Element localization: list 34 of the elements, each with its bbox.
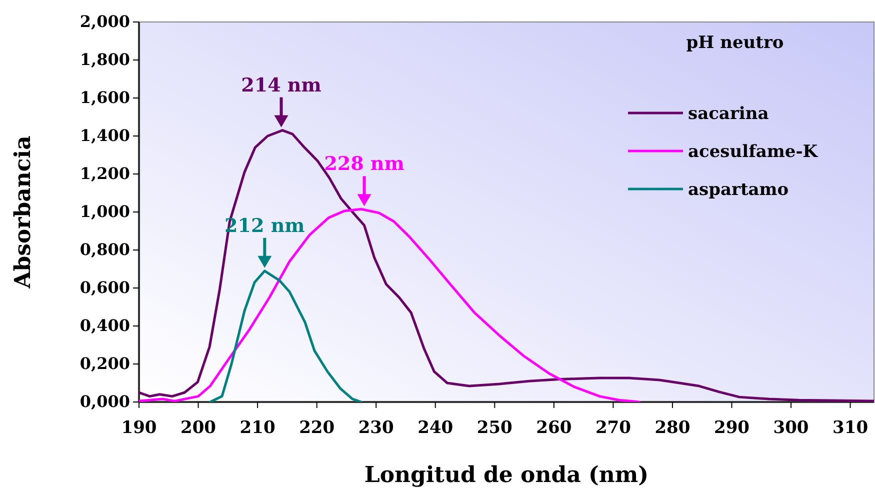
- x-tick-label: 200: [180, 418, 216, 438]
- x-tick-label: 300: [773, 418, 809, 438]
- x-tick-label: 290: [714, 418, 750, 438]
- y-tick-label: 1,600: [80, 88, 130, 108]
- legend-label: acesulfame-K: [688, 142, 819, 162]
- x-tick-label: 190: [121, 418, 157, 438]
- y-tick-label: 0,200: [80, 354, 130, 374]
- x-tick-label: 280: [654, 418, 690, 438]
- line-series: [139, 208, 641, 402]
- y-tick-label: 1,000: [80, 202, 130, 222]
- y-tick-label: 0,600: [80, 278, 130, 298]
- x-tick-label: 220: [299, 418, 335, 438]
- y-tick-label: 0,800: [80, 240, 130, 260]
- line-series: [208, 270, 363, 402]
- y-tick-label: 1,800: [80, 50, 130, 70]
- legend-title: pH neutro: [686, 33, 784, 53]
- x-tick-label: 260: [536, 418, 572, 438]
- x-axis-title: Longitud de onda (nm): [364, 462, 649, 488]
- x-tick-label: 270: [595, 418, 632, 438]
- x-tick-label: 230: [358, 418, 394, 438]
- y-tick-label: 0,400: [80, 316, 130, 336]
- x-tick-label: 210: [240, 418, 276, 438]
- y-tick-label: 1,400: [80, 126, 130, 146]
- y-axis-title: Absorbancia: [10, 136, 36, 290]
- x-tick-label: 250: [476, 418, 513, 438]
- x-tick-label: 310: [832, 418, 868, 438]
- annotation: 214 nm: [241, 74, 322, 96]
- x-tick-label: 240: [418, 418, 454, 438]
- y-tick-label: 2,000: [80, 12, 130, 32]
- legend-label: sacarina: [688, 104, 769, 124]
- y-tick-label: 1,200: [80, 164, 130, 184]
- y-tick-label: 0,000: [80, 392, 130, 412]
- annotation: 228 nm: [324, 153, 404, 176]
- legend-label: aspartamo: [688, 180, 789, 200]
